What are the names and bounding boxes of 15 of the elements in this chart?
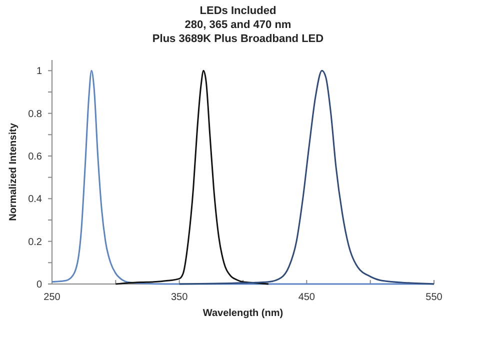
x-tick-label: 250	[44, 292, 61, 303]
y-tick-label: 0.4	[28, 194, 42, 206]
y-tick-label: 0	[36, 280, 42, 290]
x-tick-label: 550	[426, 292, 443, 303]
y-tick-label: 0.2	[28, 236, 42, 248]
line-series	[114, 70, 270, 285]
x-tick-label: 450	[298, 292, 316, 303]
y-tick-label: 0.8	[28, 108, 42, 120]
y-tick-label: 0.6	[28, 152, 42, 162]
y-tick-label: 1	[36, 66, 42, 78]
line-series	[178, 70, 435, 285]
x-tick-label: 350	[170, 292, 188, 303]
x-axis-title: Wavelength (nm)	[202, 308, 284, 319]
chart-title: LEDs Included 280, 365 and 470 nm Plus 3689K Plus Broadband LED	[152, 5, 324, 45]
y-axis-title: Normalized Intensity	[8, 122, 19, 221]
